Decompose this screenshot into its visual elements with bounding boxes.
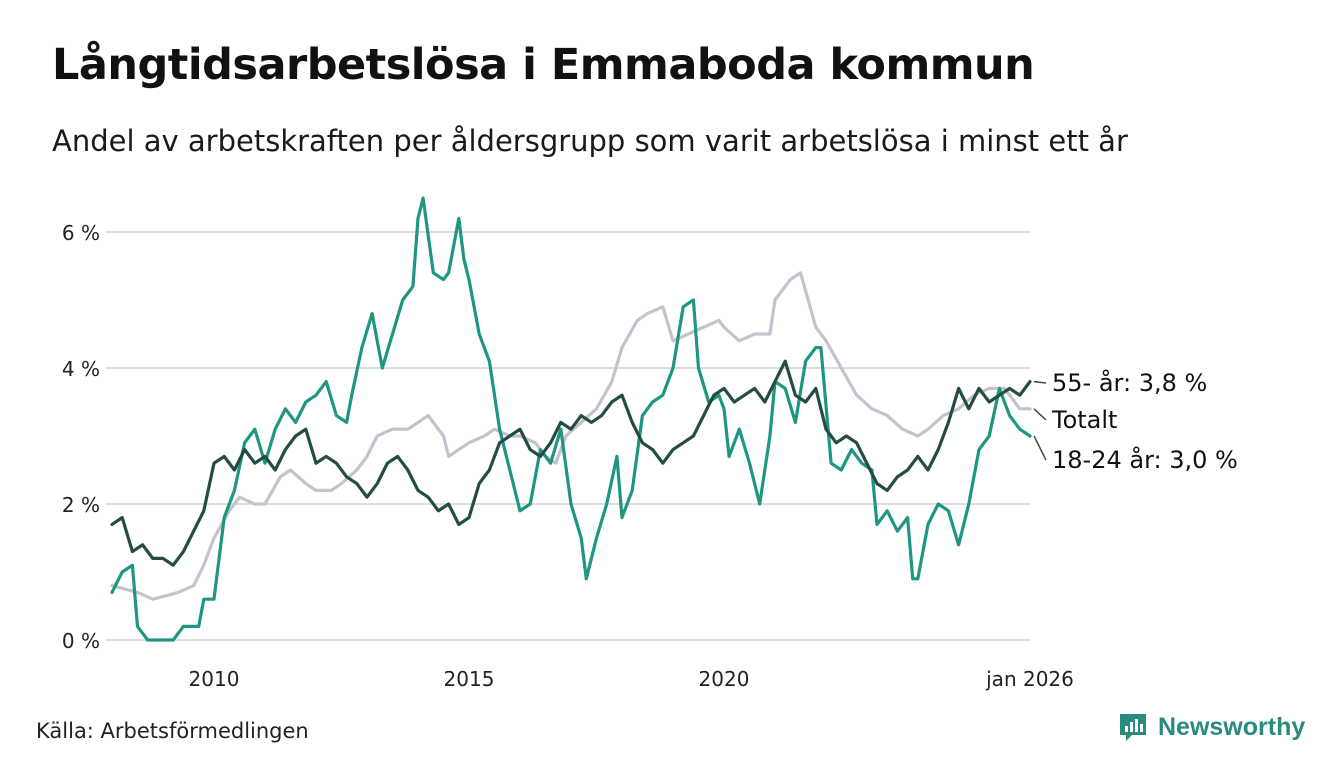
newsworthy-logo-icon	[1120, 714, 1146, 741]
brand-name: Newsworthy	[1158, 712, 1306, 741]
end-label-total: Totalt	[1051, 406, 1117, 434]
y-axis: 0 % 2 % 4 % 6 %	[62, 221, 100, 653]
end-labels: 55- år: 3,8 % Totalt 18-24 år: 3,0 %	[1033, 368, 1238, 474]
series-line-total	[110, 271, 1032, 601]
series-line-senior	[110, 359, 1032, 567]
y-tick-label: 2 %	[62, 493, 100, 517]
x-tick-label: 2020	[699, 667, 750, 691]
leader-line-total	[1033, 408, 1047, 421]
leader-line-senior	[1033, 380, 1047, 384]
x-tick-label: 2015	[444, 667, 495, 691]
y-tick-label: 6 %	[62, 221, 100, 245]
end-label-youth: 18-24 år: 3,0 %	[1052, 445, 1238, 474]
x-tick-label: jan 2026	[985, 667, 1074, 691]
y-tick-label: 0 %	[62, 629, 100, 653]
series-line-youth	[110, 196, 1032, 642]
end-label-senior: 55- år: 3,8 %	[1052, 368, 1207, 397]
leader-line-youth	[1033, 435, 1047, 461]
series-lines	[110, 196, 1032, 642]
x-axis: 2010 2015 2020 jan 2026	[189, 667, 1074, 691]
brand-logo[interactable]: Newsworthy	[1118, 712, 1305, 742]
chart-subtitle: Andel av arbetskraften per åldersgrupp s…	[52, 124, 1128, 158]
y-tick-label: 4 %	[62, 357, 100, 381]
source-note: Källa: Arbetsförmedlingen	[36, 719, 309, 743]
line-chart: 0 % 2 % 4 % 6 % 2010 2015 2020 jan 2026 55- år…	[62, 196, 1238, 691]
x-tick-label: 2010	[189, 667, 240, 691]
chart-title: Långtidsarbetslösa i Emmaboda kommun	[52, 40, 1035, 90]
